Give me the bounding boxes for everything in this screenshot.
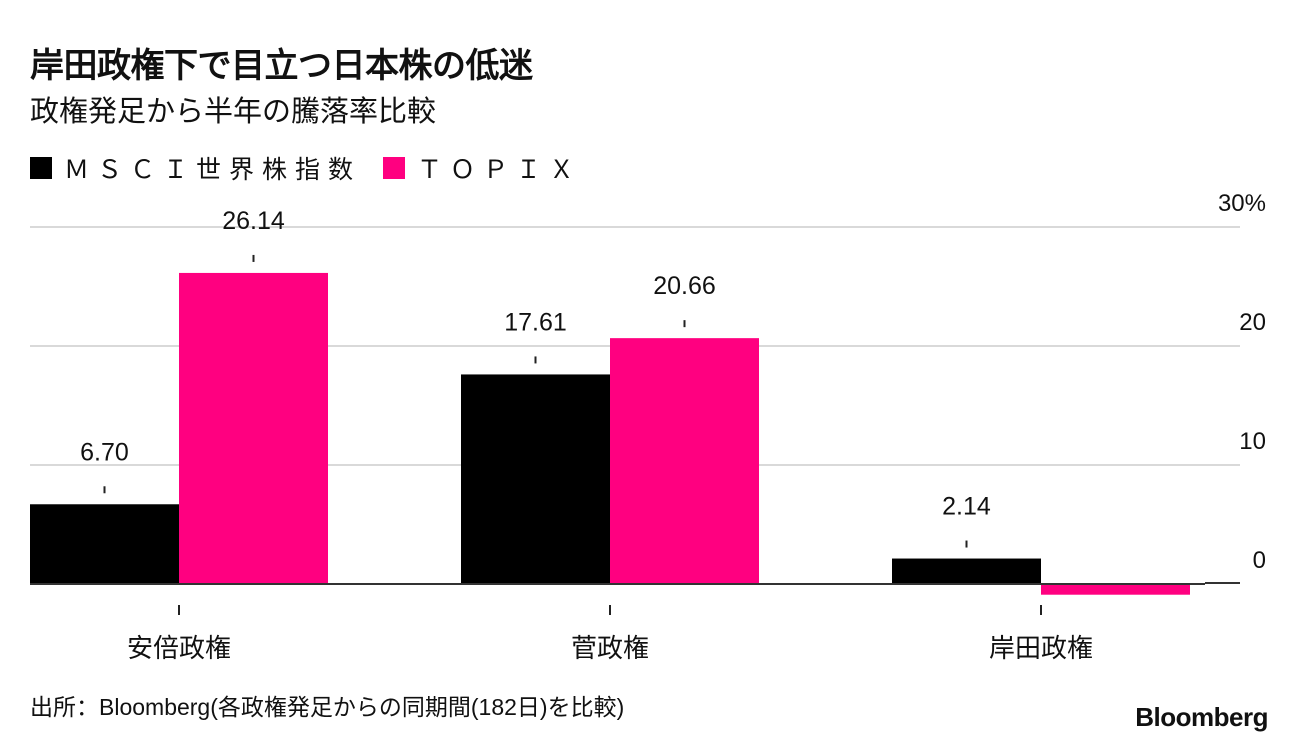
y-tick-label: 0 [1253, 547, 1266, 574]
y-tick-label: 20 [1239, 309, 1266, 336]
bar [892, 558, 1041, 584]
y-tick-label: 30% [1218, 190, 1266, 217]
source-note: 出所：Bloomberg(各政権発足からの同期間(182日)を比較) [30, 694, 625, 720]
chart-subtitle: 政権発足から半年の騰落率比較 [30, 94, 437, 128]
data-label: 17.61 [504, 308, 567, 336]
bar [179, 272, 328, 584]
data-label: 26.14 [222, 207, 285, 235]
legend-swatch-topix [383, 157, 406, 179]
legend: ＭＳＣＩ世界株指数 ＴＯＰＩＸ [30, 150, 604, 186]
legend-item-msci: ＭＳＣＩ世界株指数 [30, 150, 361, 186]
legend-label-msci: ＭＳＣＩ世界株指数 [64, 155, 362, 184]
x-tick-label: 岸田政権 [989, 634, 1093, 664]
x-tick-label: 菅政権 [571, 634, 649, 664]
x-tick-label: 安倍政権 [127, 634, 231, 664]
legend-swatch-msci [30, 157, 52, 179]
chart-title: 岸田政権下で目立つ日本株の低迷 [30, 46, 533, 86]
data-label: 2.14 [942, 493, 991, 521]
bar [461, 374, 610, 584]
legend-label-topix: ＴＯＰＩＸ [417, 155, 583, 184]
bloomberg-logo: Bloomberg [1135, 702, 1268, 732]
bar [610, 338, 759, 584]
legend-item-topix: ＴＯＰＩＸ [383, 150, 582, 186]
bar [1041, 584, 1190, 595]
data-label: 6.70 [80, 438, 129, 466]
bar [30, 504, 179, 584]
data-label: 20.66 [653, 272, 716, 300]
y-tick-label: 10 [1239, 428, 1266, 455]
